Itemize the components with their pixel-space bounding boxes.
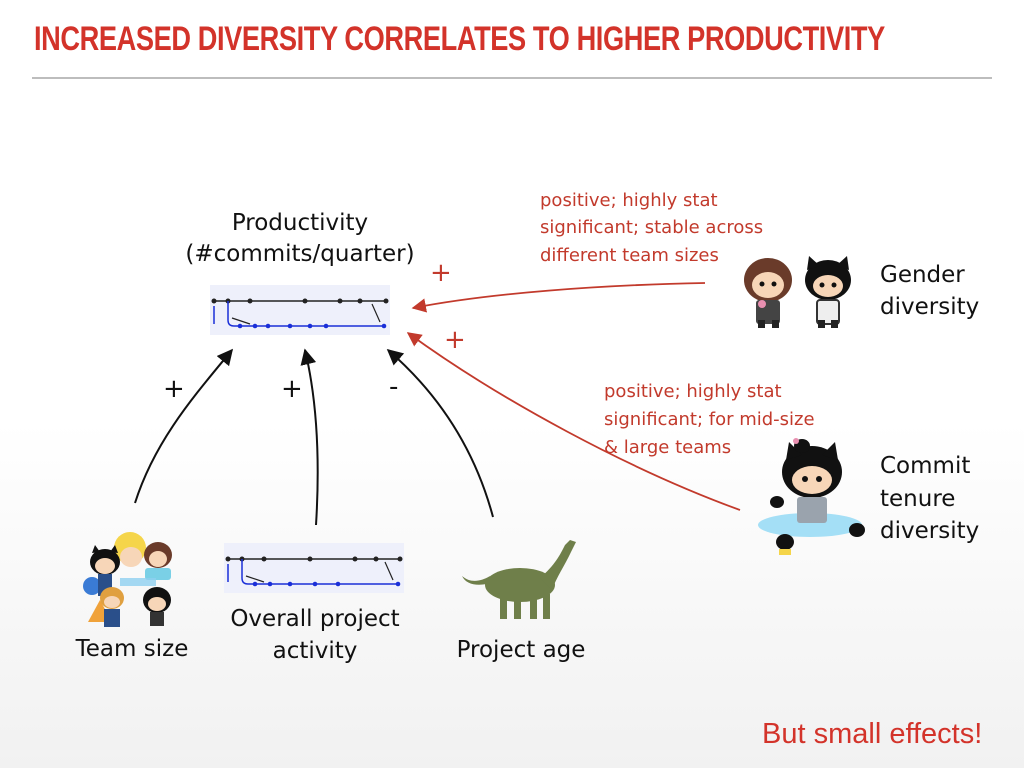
tenure-diversity-label-line2: tenure [880, 486, 956, 512]
tenure-note-line2: significant; for mid-size [604, 409, 815, 430]
overall-activity-arrow [300, 348, 319, 526]
overall-activity-sign: + [281, 374, 303, 404]
team-size-arrow [134, 348, 234, 504]
project-age-arrow [386, 348, 494, 518]
project-age-sign: - [389, 372, 399, 402]
team-octocats-icon [83, 532, 172, 627]
dinosaur-icon [462, 540, 576, 619]
gender-diversity-label-line2: diversity [880, 294, 980, 320]
tenure-diversity-label-line1: Commit [880, 453, 971, 479]
gender-diversity-label-line1: Gender [880, 262, 965, 288]
tenure-note-line1: positive; highly stat [604, 381, 782, 402]
gender-octocats-icon [744, 256, 851, 328]
footer-note: But small effects! [762, 718, 983, 750]
slide-title: INCREASED DIVERSITY CORRELATES TO HIGHER… [34, 20, 885, 58]
gender-note-line1: positive; highly stat [540, 190, 718, 211]
tenure-octocats-icon [758, 438, 865, 555]
project-age-label: Project age [456, 637, 586, 663]
team-size-label: Team size [75, 636, 189, 662]
tenure-diversity-label-line3: diversity [880, 518, 980, 544]
overall-activity-label-line1: Overall project [230, 606, 400, 632]
gender-diversity-sign: + [430, 258, 452, 288]
gender-note-line2: significant; stable across [540, 217, 764, 238]
tenure-note-line3: & large teams [604, 437, 732, 458]
overall-activity-commit-graph-icon [224, 543, 404, 593]
gender-diversity-arrow [411, 282, 706, 313]
productivity-sublabel: (#commits/quarter) [185, 241, 415, 267]
productivity-label: Productivity [231, 210, 369, 236]
overall-activity-label-line2: activity [272, 638, 358, 664]
productivity-commit-graph-icon [210, 285, 390, 335]
tenure-diversity-sign: + [444, 325, 466, 355]
team-size-sign: + [163, 374, 185, 404]
gender-note-line3: different team sizes [540, 245, 719, 266]
title-divider [32, 77, 992, 79]
tenure-diversity-arrow [406, 332, 741, 511]
